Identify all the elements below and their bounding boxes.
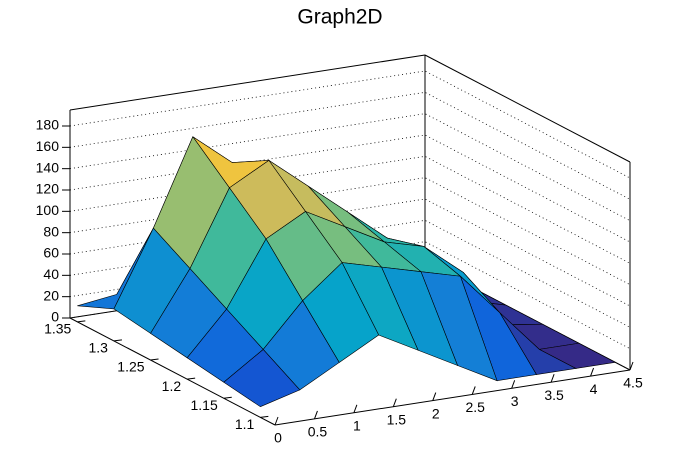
x-tick <box>471 386 476 395</box>
x-tick <box>432 392 437 401</box>
z-tick-label: 100 <box>36 202 60 218</box>
x-tick <box>274 416 279 426</box>
x-tick <box>511 380 516 389</box>
x-tick <box>313 410 318 420</box>
x-tick-label: 4 <box>590 381 598 397</box>
x-tick <box>353 404 358 413</box>
x-tick <box>590 367 595 377</box>
grid-line <box>69 70 631 179</box>
y-tick <box>223 396 232 399</box>
x-tick-label: 2 <box>432 405 440 421</box>
box-edge <box>424 54 631 163</box>
z-tick-label: 120 <box>36 181 60 197</box>
y-tick <box>260 415 269 418</box>
x-tick-label: 1 <box>353 417 361 433</box>
chart-title: Graph2D <box>297 6 382 29</box>
grid-line <box>69 113 631 222</box>
y-tick <box>150 358 159 361</box>
x-tick <box>392 398 397 407</box>
z-tick-label: 140 <box>36 159 60 175</box>
x-tick-label: 2.5 <box>465 399 485 415</box>
box-edge <box>69 54 426 111</box>
y-axis <box>69 317 276 426</box>
x-tick-label: 0 <box>274 430 282 446</box>
z-tick-label: 0 <box>51 309 59 325</box>
x-tick-label: 3 <box>511 393 519 409</box>
y-tick-label: 1.25 <box>117 359 144 375</box>
z-tick-label: 180 <box>36 117 60 133</box>
z-tick-label: 40 <box>43 266 59 282</box>
x-tick-label: 4.5 <box>623 375 643 391</box>
x-tick <box>550 374 555 383</box>
x-axis <box>274 369 631 426</box>
y-tick <box>77 320 86 323</box>
y-tick <box>187 377 196 380</box>
z-tick-label: 160 <box>36 138 60 154</box>
y-tick-label: 1.35 <box>44 321 71 337</box>
grid-line <box>69 91 631 200</box>
surface-cell <box>223 349 301 408</box>
x-tick-label: 0.5 <box>308 424 328 440</box>
y-tick-label: 1.1 <box>235 416 255 432</box>
y-tick-label: 1.15 <box>191 397 218 413</box>
y-tick-label: 1.2 <box>162 378 182 394</box>
z-tick-label: 60 <box>43 245 59 261</box>
z-tick-label: 80 <box>43 223 59 239</box>
y-tick-label: 1.3 <box>88 340 108 356</box>
x-tick-label: 1.5 <box>387 411 407 427</box>
z-tick-label: 20 <box>43 287 59 303</box>
x-tick <box>629 361 634 371</box>
y-tick <box>113 339 122 342</box>
x-tick-label: 3.5 <box>544 387 564 403</box>
